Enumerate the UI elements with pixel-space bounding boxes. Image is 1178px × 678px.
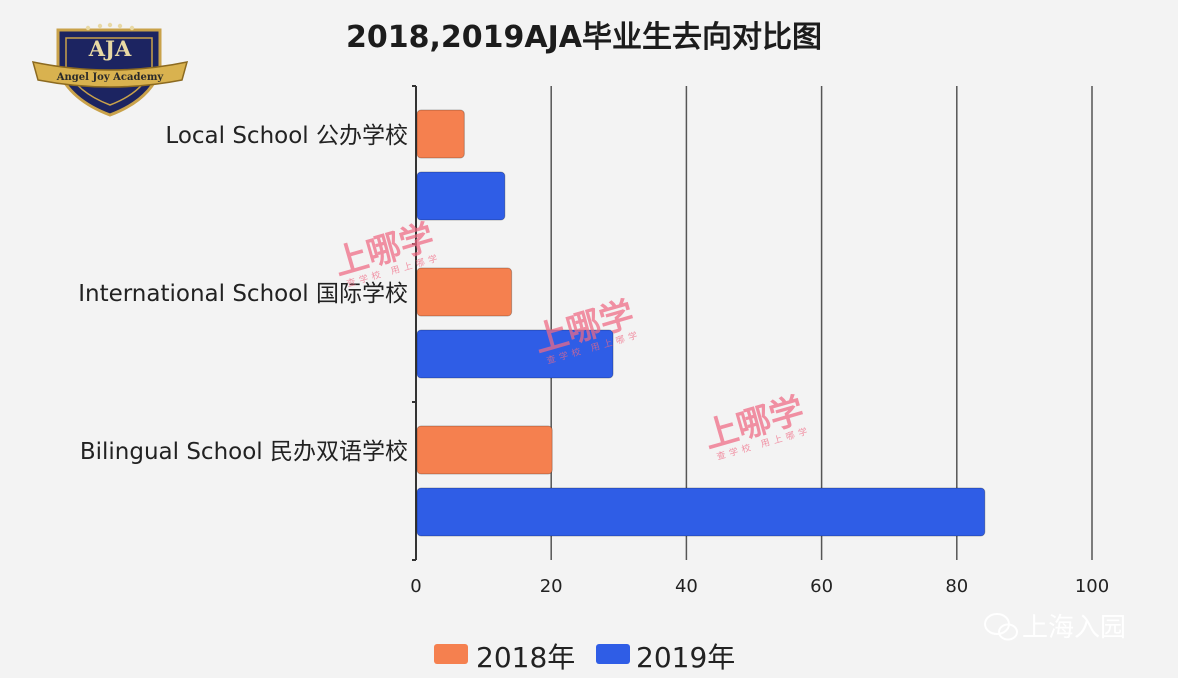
x-tick-label: 0 bbox=[410, 576, 421, 597]
grid bbox=[412, 85, 1093, 561]
bar-2019年-2 bbox=[416, 487, 986, 537]
brand: 上海入园 bbox=[984, 613, 1126, 643]
bar-2018年-1 bbox=[416, 267, 513, 317]
bar-2018年-0 bbox=[416, 109, 465, 159]
x-tick-label: 60 bbox=[810, 576, 833, 597]
x-ticks: 0 20 40 60 80 100 bbox=[410, 576, 1109, 597]
category-label: Bilingual School 民办双语学校 bbox=[80, 439, 408, 465]
legend-label-2018: 2018年 bbox=[476, 641, 575, 674]
logo-letters: AJA bbox=[88, 36, 132, 61]
x-tick-label: 80 bbox=[945, 576, 968, 597]
legend-label-2019: 2019年 bbox=[636, 641, 735, 674]
x-tick-label: 20 bbox=[540, 576, 563, 597]
bars bbox=[416, 109, 986, 537]
watermark: 上哪学 查学校 用上哪学 bbox=[699, 390, 812, 463]
legend-swatch-2019 bbox=[596, 644, 630, 664]
bar-2019年-1 bbox=[416, 329, 614, 379]
wechat-icon bbox=[984, 613, 1018, 641]
category-labels: Local School 公办学校 International School 国际… bbox=[78, 123, 408, 465]
x-tick-label: 100 bbox=[1075, 576, 1109, 597]
legend-swatch-2018 bbox=[434, 644, 468, 664]
legend: 2018年 2019年 bbox=[434, 641, 735, 674]
x-tick-label: 40 bbox=[675, 576, 698, 597]
star-icon bbox=[85, 22, 135, 31]
chart-title: 2018,2019AJA毕业生去向对比图 bbox=[346, 20, 822, 55]
category-label: Local School 公办学校 bbox=[165, 123, 408, 149]
bar-2019年-0 bbox=[416, 171, 506, 221]
brand-text: 上海入园 bbox=[1022, 613, 1126, 643]
category-label: International School 国际学校 bbox=[78, 281, 408, 307]
bar-2018年-2 bbox=[416, 425, 553, 475]
logo-name: Angel Joy Academy bbox=[56, 72, 165, 83]
aja-logo: AJA Angel Joy Academy bbox=[31, 22, 189, 117]
